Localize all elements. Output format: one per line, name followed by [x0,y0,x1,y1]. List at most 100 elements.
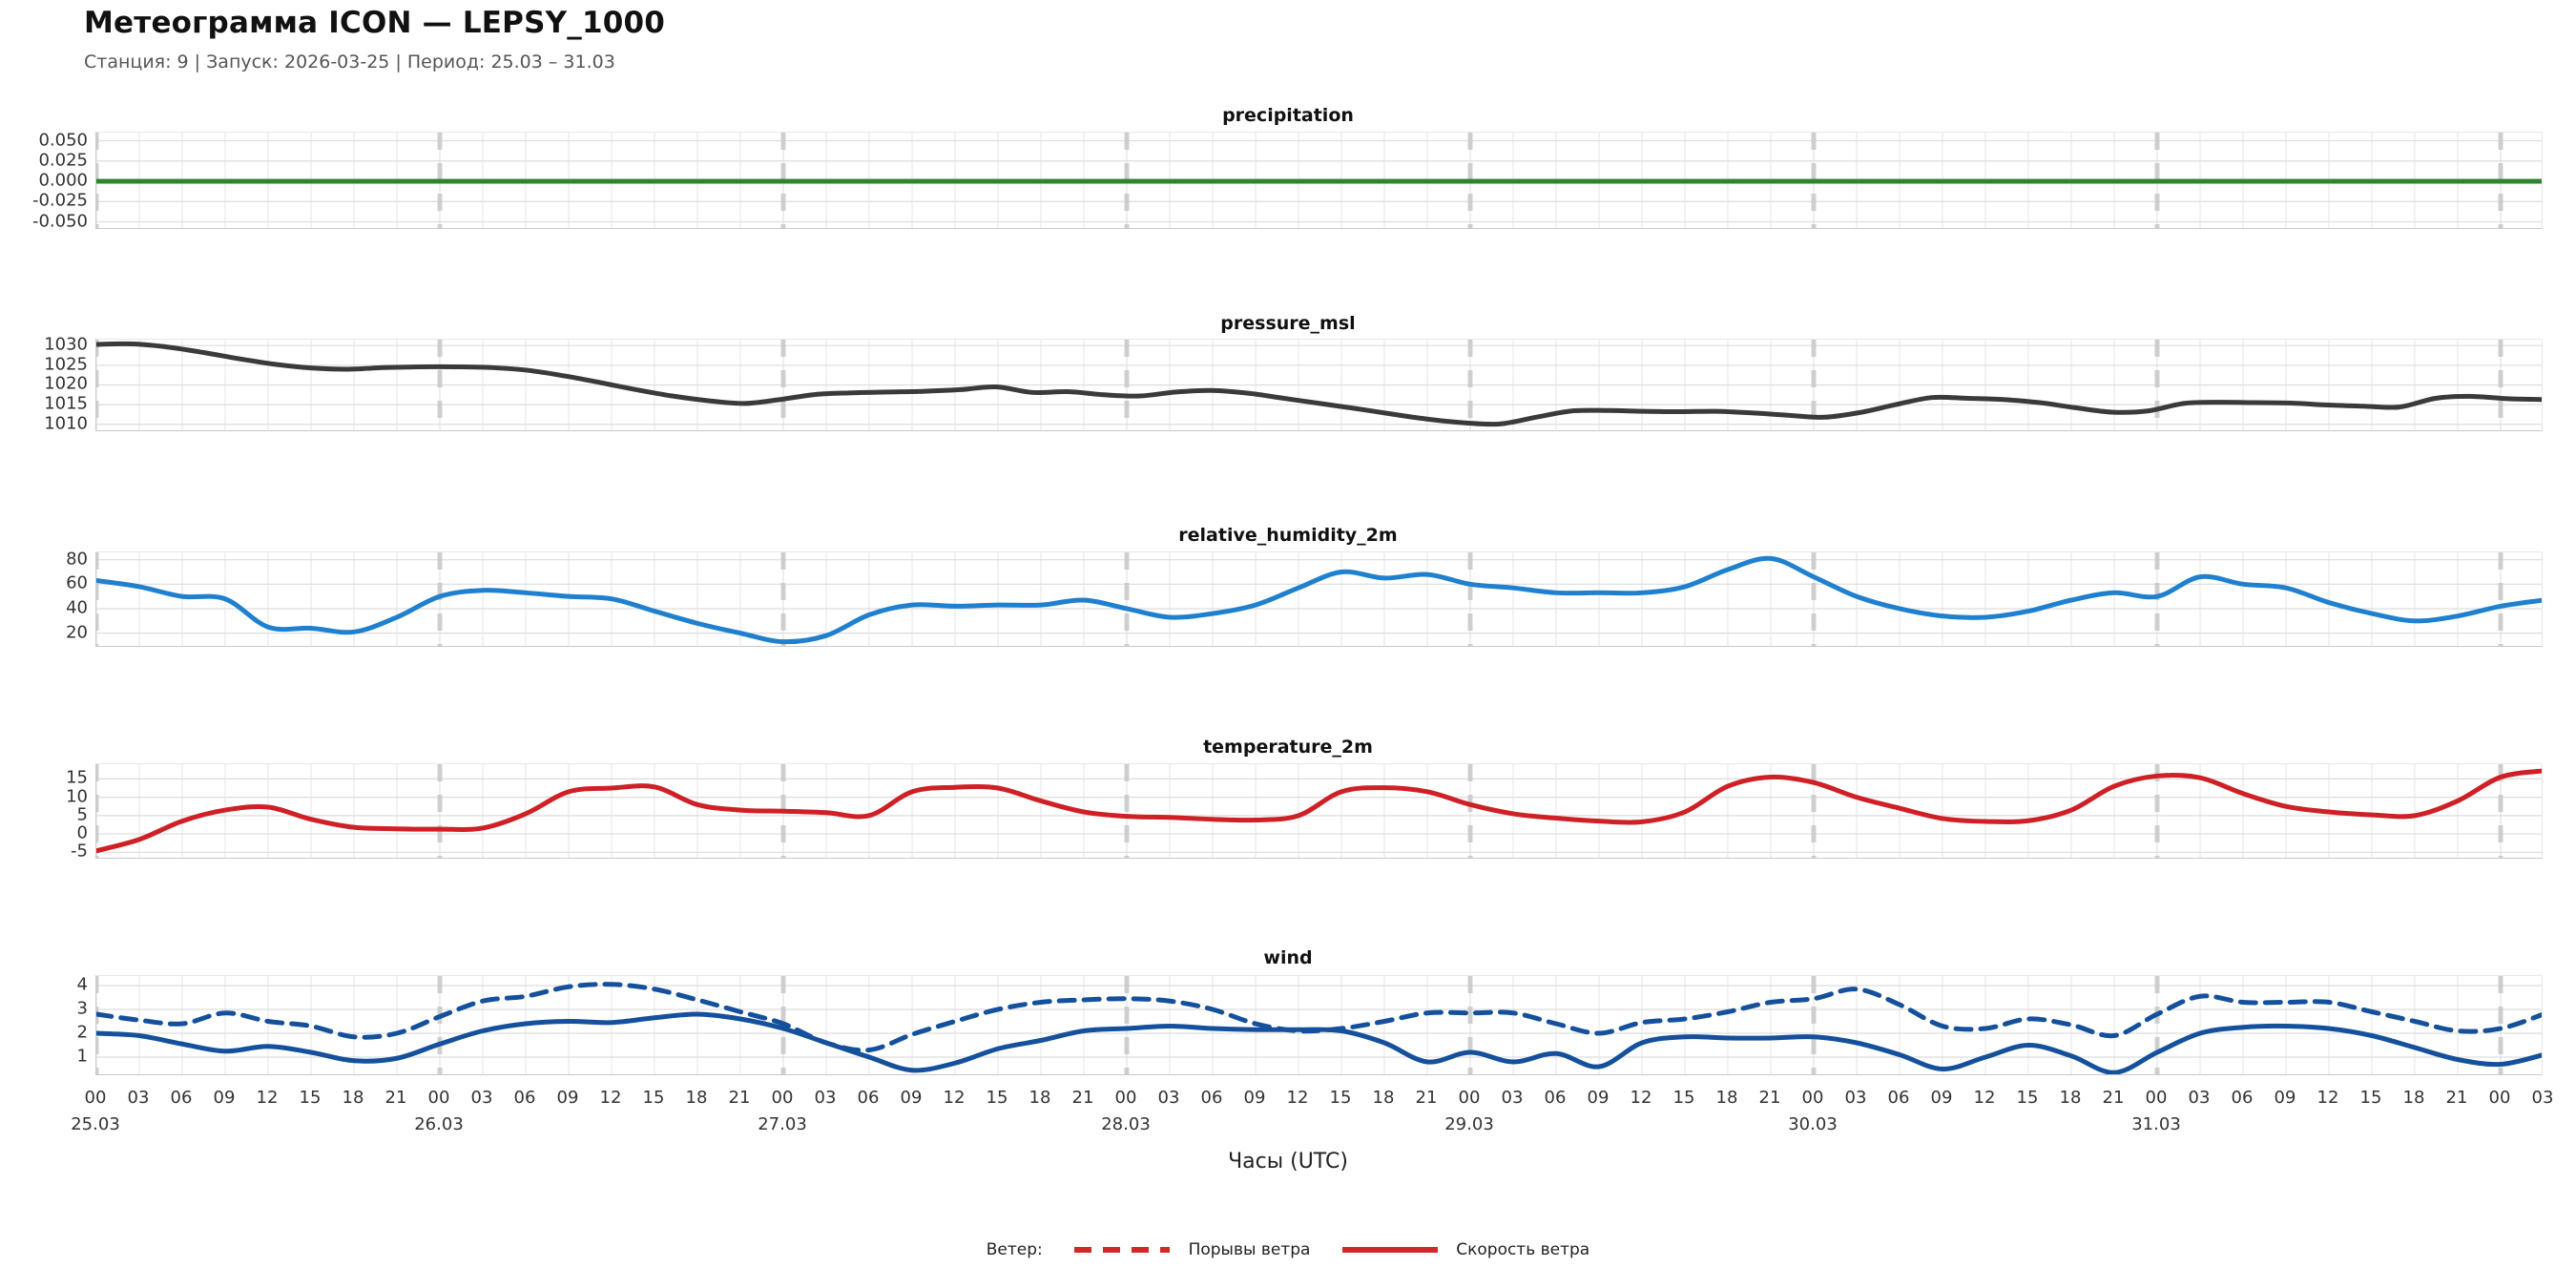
plot-area-precipitation [95,132,2543,229]
x-tick-hour: 00 [2145,1088,2168,1108]
x-tick-hour: 18 [2059,1088,2082,1108]
x-tick-day: 29.03 [1444,1114,1494,1134]
x-tick-hour: 15 [642,1088,665,1108]
y-axis-temperature_2m: 15 10 5 0 -5 [0,763,88,862]
x-tick-hour: 18 [342,1088,364,1108]
series-Скорость ветра [96,1011,2542,1074]
x-tick-hour: 12 [943,1088,966,1108]
panel-title-temperature_2m: temperature_2m [1203,737,1373,758]
x-axis: 00 03 06 09 12 15 18 21 00 03 06 09 12 15 18 21 00 03 06 09… [71,1088,2553,1145]
x-tick-hour: 03 [2531,1088,2554,1108]
x-tick-hour: 00 [771,1088,794,1108]
x-tick-hour: 12 [1630,1088,1652,1108]
y-tick-label: -5 [71,841,88,862]
x-tick-hour: 21 [1415,1088,1438,1108]
x-tick-day: 28.03 [1101,1114,1151,1134]
x-tick-hour: 21 [384,1088,407,1108]
y-tick-label: 2 [76,1022,88,1043]
x-tick-day: 25.03 [71,1114,120,1134]
y-tick-label: 1015 [44,393,88,414]
series-Порывы ветра [96,982,2542,1053]
y-tick-label: 4 [76,974,88,995]
x-tick-hour: 12 [256,1088,279,1108]
x-tick-hour: 09 [2274,1088,2296,1108]
y-axis-pressure_msl: 1030 1025 1020 1015 1010 [0,335,88,434]
x-tick-hour: 09 [1587,1088,1610,1108]
x-tick-hour: 00 [2488,1088,2511,1108]
y-tick-label: 1 [76,1046,88,1067]
gust-line-swatch [1074,1247,1171,1253]
x-tick-hour: 06 [1887,1088,1910,1108]
x-tick-hour: 03 [1501,1088,1524,1108]
y-tick-label: -0.025 [31,190,88,211]
wind-legend: Ветер: Порывы ветра Скорость ветра [0,1240,2576,1259]
x-tick-hour: 18 [1028,1088,1051,1108]
x-tick-hour: 15 [2016,1088,2039,1108]
plot-area-relative_humidity_2m [95,551,2543,647]
x-tick-hour: 00 [1458,1088,1481,1108]
x-tick-hour: 09 [1243,1088,1266,1108]
x-tick-hour: 03 [127,1088,150,1108]
y-axis-relative_humidity_2m: 80 60 40 20 [0,549,88,647]
x-tick-hour: 12 [1973,1088,1996,1108]
x-tick-hour: 06 [857,1088,880,1108]
y-tick-label: 0.050 [38,130,88,150]
x-tick-hour: 09 [1930,1088,1953,1108]
x-tick-hour: 06 [170,1088,193,1108]
x-tick-hour: 18 [685,1088,708,1108]
y-axis-wind: 4 3 2 1 [0,975,88,1075]
x-tick-hour: 00 [427,1088,450,1108]
x-tick-hour: 00 [1114,1088,1137,1108]
x-tick-hour: 00 [84,1088,107,1108]
x-tick-hour: 03 [1844,1088,1867,1108]
x-tick-hour: 03 [470,1088,493,1108]
y-tick-label: 1020 [44,373,88,394]
x-tick-day: 30.03 [1788,1114,1838,1134]
y-tick-label: 15 [66,767,88,788]
series-relative_humidity_2m [96,555,2542,645]
plot-area-pressure_msl [95,339,2543,431]
x-tick-hour: 09 [213,1088,236,1108]
y-tick-label: 0.025 [38,150,88,171]
x-tick-hour: 06 [2231,1088,2254,1108]
x-tick-hour: 15 [1672,1088,1695,1108]
plot-area-temperature_2m [95,763,2543,859]
panel-title-wind: wind [1263,947,1313,968]
x-tick-hour: 21 [728,1088,751,1108]
x-tick-hour: 06 [1544,1088,1567,1108]
y-tick-label: 1025 [44,354,88,375]
speed-line-swatch [1341,1247,1438,1253]
x-tick-hour: 15 [299,1088,322,1108]
x-tick-hour: 15 [1329,1088,1352,1108]
x-tick-day: 27.03 [758,1114,807,1134]
page-title: Метеограмма ICON — LEPSY_1000 [84,6,666,40]
panel-title-precipitation: precipitation [1222,105,1354,126]
x-tick-hour: 09 [900,1088,923,1108]
x-tick-hour: 09 [556,1088,579,1108]
x-tick-hour: 21 [1758,1088,1781,1108]
y-tick-label: 80 [66,549,88,570]
legend-gust-label: Порывы ветра [1188,1240,1311,1259]
x-tick-hour: 12 [599,1088,622,1108]
page-subtitle: Станция: 9 | Запуск: 2026-03-25 | Период… [84,52,615,73]
x-tick-hour: 12 [2316,1088,2339,1108]
y-tick-label: 5 [76,804,88,825]
plot-area-wind [95,975,2543,1075]
x-tick-hour: 03 [1157,1088,1180,1108]
y-tick-label: 20 [66,622,88,643]
y-tick-label: 60 [66,572,88,593]
x-tick-day: 26.03 [414,1114,464,1134]
x-tick-hour: 03 [2188,1088,2211,1108]
x-tick-hour: 18 [1715,1088,1738,1108]
x-tick-hour: 21 [1071,1088,1094,1108]
y-tick-label: 0 [76,822,88,843]
legend-speed-label: Скорость ветра [1456,1240,1590,1259]
y-tick-label: 1030 [44,334,88,355]
x-tick-day: 31.03 [2131,1114,2181,1134]
x-axis-title: Часы (UTC) [1228,1150,1348,1174]
x-tick-hour: 15 [986,1088,1008,1108]
y-tick-label: 10 [66,786,88,807]
panel-title-pressure_msl: pressure_msl [1220,313,1356,334]
y-tick-label: 0.000 [38,170,88,191]
